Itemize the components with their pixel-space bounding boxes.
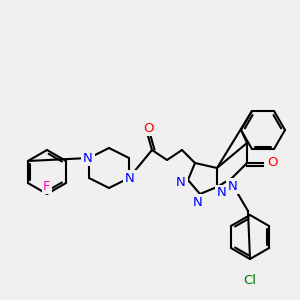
- Text: N: N: [217, 187, 227, 200]
- Text: Cl: Cl: [244, 274, 256, 286]
- Text: N: N: [125, 172, 135, 184]
- Text: F: F: [43, 179, 51, 193]
- Text: N: N: [83, 152, 93, 164]
- Text: O: O: [267, 157, 277, 169]
- Text: N: N: [193, 196, 203, 208]
- Text: O: O: [143, 122, 153, 134]
- Text: N: N: [228, 179, 238, 193]
- Text: N: N: [176, 176, 186, 188]
